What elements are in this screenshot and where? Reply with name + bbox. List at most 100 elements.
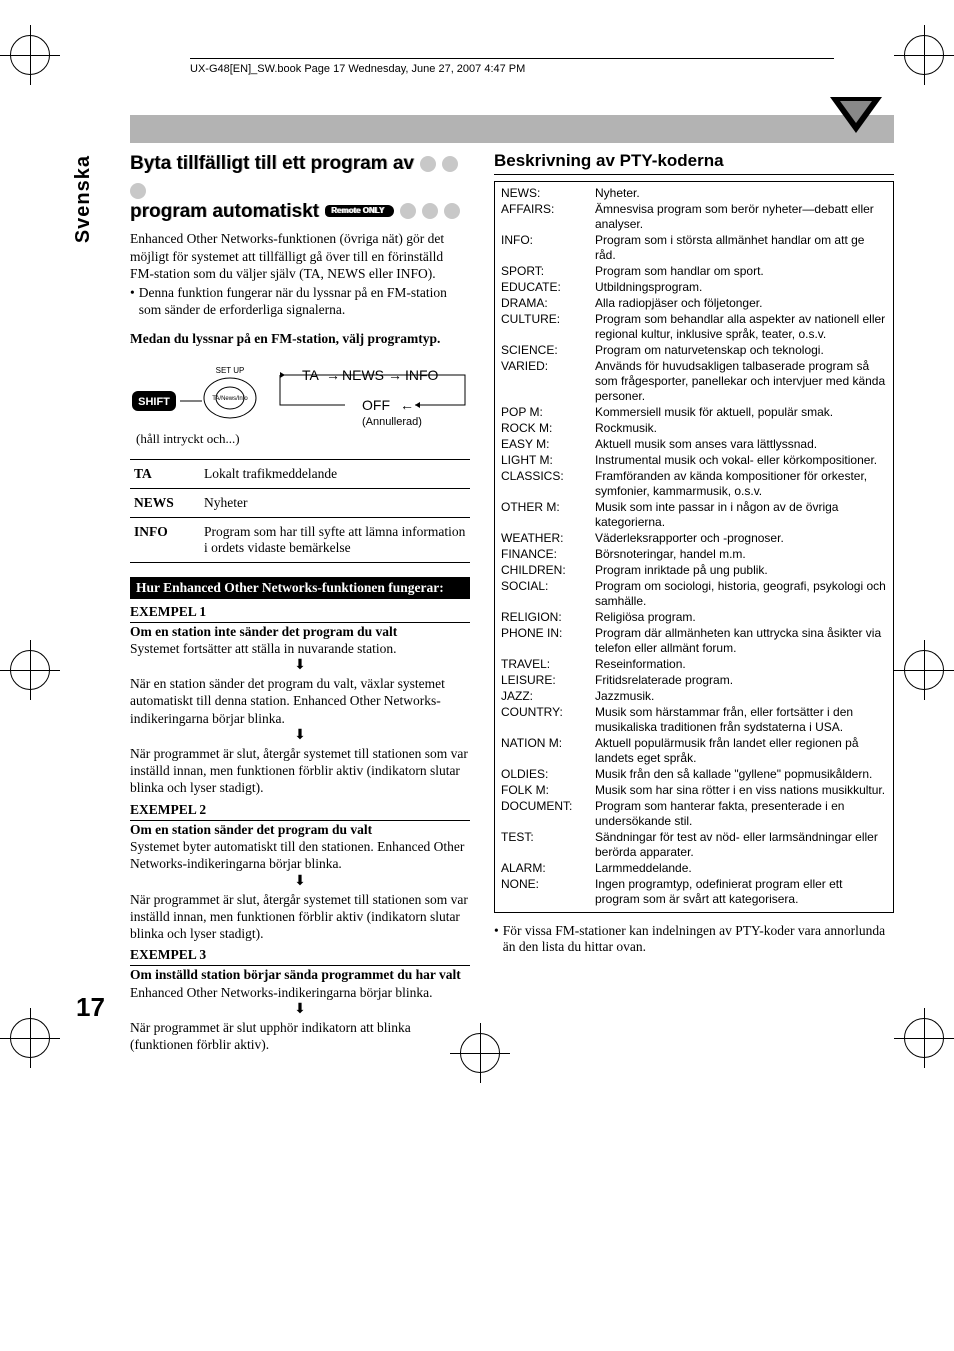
page: UX-G48[EN]_SW.book Page 17 Wednesday, Ju…: [0, 0, 954, 1093]
table-row: FOLK M:Musik som har sina rötter i en vi…: [501, 783, 887, 798]
example-text: När en station sänder det program du val…: [130, 675, 470, 727]
pty-description: Aktuell musik som anses vara lättlyssnad…: [595, 437, 887, 452]
pty-code: FINANCE:: [501, 547, 587, 562]
pty-description: Musik som inte passar in i någon av de ö…: [595, 500, 887, 530]
pty-code: CLASSICS:: [501, 469, 587, 499]
down-arrow-icon: ⬇: [130, 875, 470, 889]
dot-icon: [130, 183, 146, 199]
footnote: • För vissa FM-stationer kan indelningen…: [494, 923, 894, 955]
example-text: När programmet är slut, återgår systemet…: [130, 891, 470, 943]
example-bold: Om en station sänder det program du valt: [130, 821, 470, 838]
table-row: AFFAIRS:Ämnesvisa program som berör nyhe…: [501, 202, 887, 232]
table-row: CULTURE: Program som behandlar alla aspek…: [501, 312, 887, 342]
pty-code: NONE:: [501, 877, 587, 907]
how-it-works-heading: Hur Enhanced Other Networks-funktionen f…: [130, 577, 470, 599]
pty-code: NATION M:: [501, 736, 587, 766]
table-row: NONE:Ingen programtyp, odefinierat progr…: [501, 877, 887, 907]
pty-description: Rockmusik.: [595, 421, 887, 436]
dot-icon: [422, 203, 438, 219]
table-row: EASY M:Aktuell musik som anses vara lätt…: [501, 437, 887, 452]
table-row: VARIED:Används för huvudsakligen talbase…: [501, 359, 887, 404]
pty-code: CULTURE:: [501, 312, 587, 342]
pty-description: Religiösa program.: [595, 610, 887, 625]
definition-table: TA Lokalt trafikmeddelande NEWS Nyheter …: [130, 459, 470, 563]
pty-code: OLDIES:: [501, 767, 587, 782]
svg-text:→: →: [326, 367, 340, 383]
table-row: LIGHT M:Instrumental musik och vokal- el…: [501, 453, 887, 468]
pty-description: Fritidsrelaterade program.: [595, 673, 887, 688]
diagram-svg: SHIFT SET UP TA/News/Info TA: [130, 353, 470, 448]
pty-code: AFFAIRS:: [501, 202, 587, 232]
page-number: 17: [76, 992, 105, 1023]
pty-description: Musik från den så kallade "gyllene" popm…: [595, 767, 887, 782]
table-row: NEWS:Nyheter.: [501, 186, 887, 201]
table-row: OTHER M:Musik som inte passar in i någon…: [501, 500, 887, 530]
pty-description: Program om naturvetenskap och teknologi.: [595, 343, 887, 358]
pty-code: DRAMA:: [501, 296, 587, 311]
svg-text:TA: TA: [302, 367, 320, 383]
table-row: DRAMA: Alla radiopjäser och följetonger.: [501, 296, 887, 311]
pty-code: NEWS:: [501, 186, 587, 201]
pty-description: Alla radiopjäser och följetonger.: [595, 296, 887, 311]
table-row: SPORT:Program som handlar om sport.: [501, 264, 887, 279]
left-column: Byta tillfälligt till ett program av pro…: [130, 151, 470, 1053]
pty-code: TEST:: [501, 830, 587, 860]
table-row: LEISURE: Fritidsrelaterade program.: [501, 673, 887, 688]
dot-icon: [444, 203, 460, 219]
table-row: WEATHER: Väderleksrapporter och -prognose…: [501, 531, 887, 546]
crop-mark-icon: [10, 35, 50, 75]
table-row: ALARM: Larmmeddelande.: [501, 861, 887, 876]
pty-code: LEISURE:: [501, 673, 587, 688]
table-row: OLDIES: Musik från den så kallade "gyllen…: [501, 767, 887, 782]
pty-code: TRAVEL:: [501, 657, 587, 672]
pty-title: Beskrivning av PTY-koderna: [494, 151, 894, 175]
svg-text:←: ←: [400, 397, 414, 413]
pty-code: EDUCATE:: [501, 280, 587, 295]
table-row: SCIENCE:Program om naturvetenskap och te…: [501, 343, 887, 358]
pty-description: Program där allmänheten kan uttrycka sin…: [595, 626, 887, 656]
crop-mark-icon: [10, 650, 50, 690]
pty-description: Framföranden av kända kompositioner för …: [595, 469, 887, 499]
table-row: TA Lokalt trafikmeddelande: [130, 460, 470, 489]
example-body: Om en station sänder det program du valt…: [130, 821, 470, 943]
table-row: PHONE IN: Program där allmänheten kan utt…: [501, 626, 887, 656]
btn-label: TA/News/Info: [212, 396, 248, 402]
example-text: Systemet fortsätter att ställa in nuvara…: [130, 640, 470, 657]
pty-code: WEATHER:: [501, 531, 587, 546]
pty-description: Väderleksrapporter och -prognoser.: [595, 531, 887, 546]
pty-code: FOLK M:: [501, 783, 587, 798]
cancelled-note: (Annullerad): [362, 416, 422, 428]
dot-icon: [400, 203, 416, 219]
language-tab: Svenska: [72, 155, 95, 243]
dot-icon: [442, 156, 458, 172]
pty-description: Larmmeddelande.: [595, 861, 887, 876]
pty-code: ROCK M:: [501, 421, 587, 436]
pty-code: SOCIAL:: [501, 579, 587, 609]
example-text: Systemet byter automatiskt till den stat…: [130, 838, 470, 873]
hold-note: (håll intryckt och...): [136, 431, 240, 446]
pty-code: ALARM:: [501, 861, 587, 876]
pty-code: LIGHT M:: [501, 453, 587, 468]
table-row: INFO:Program som i största allmänhet han…: [501, 233, 887, 263]
pty-code-table: NEWS:Nyheter.AFFAIRS:Ämnesvisa program s…: [494, 181, 894, 913]
example-heading: EXEMPEL 2: [130, 799, 470, 821]
title-line-2: program automatiskt: [130, 199, 319, 225]
term: INFO: [134, 524, 192, 556]
pty-code: PHONE IN:: [501, 626, 587, 656]
triangle-icon: [830, 97, 882, 133]
example-text: Enhanced Other Networks-indikeringarna b…: [130, 984, 470, 1001]
down-arrow-icon: ⬇: [130, 729, 470, 743]
table-row: INFO Program som har till syfte att lämn…: [130, 518, 470, 563]
pty-code: COUNTRY:: [501, 705, 587, 735]
footnote-text: För vissa FM-stationer kan indelningen a…: [503, 923, 894, 955]
pty-code: CHILDREN:: [501, 563, 587, 578]
pty-description: Program som behandlar alla aspekter av n…: [595, 312, 887, 342]
crop-mark-icon: [904, 1018, 944, 1058]
table-row: JAZZ:Jazzmusik.: [501, 689, 887, 704]
running-head: UX-G48[EN]_SW.book Page 17 Wednesday, Ju…: [190, 58, 834, 75]
header-band: [130, 115, 894, 143]
pty-description: Program som handlar om sport.: [595, 264, 887, 279]
crop-mark-icon: [904, 35, 944, 75]
table-row: TEST:Sändningar för test av nöd- eller l…: [501, 830, 887, 860]
example-bold: Om inställd station börjar sända program…: [130, 966, 470, 983]
